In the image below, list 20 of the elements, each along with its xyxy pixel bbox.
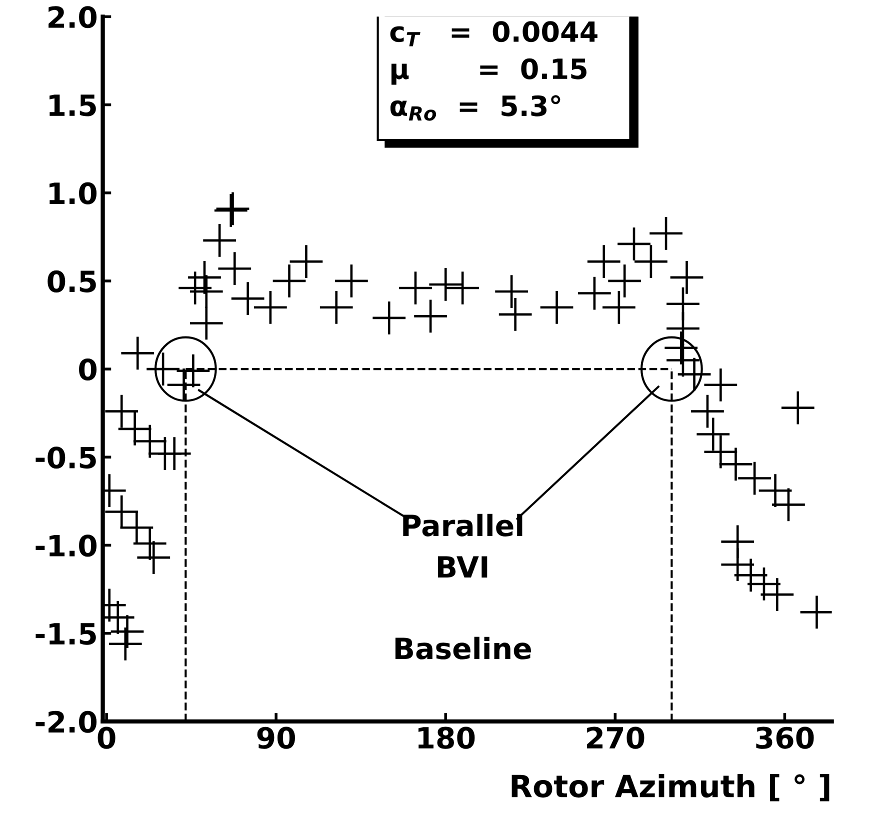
annotation: Baseline: [395, 636, 531, 660]
annotation: μ = 0.15: [391, 58, 586, 85]
y-tick-label: -1.5: [36, 623, 96, 645]
y-tick-label: -1.0: [36, 534, 97, 557]
x-tick-label: 90: [257, 726, 295, 749]
y-tick-label: 1.0: [50, 182, 97, 204]
y-tick-label: 1.5: [50, 94, 96, 116]
y-tick-label: 2.0: [48, 6, 97, 28]
x-axis-title: Rotor Azimuth [ ° ]: [512, 774, 830, 802]
annotation: Parallel BVI: [403, 514, 522, 578]
text: c$_{T}$ = 0.0044: [390, 21, 598, 46]
text: α$_{Ro}$ = 5.3°: [390, 95, 560, 121]
x-tick-label: 180: [418, 726, 475, 749]
x-tick-label: 360: [756, 726, 814, 749]
y-tick-label: 0: [79, 358, 97, 381]
x-tick-label: 0: [98, 726, 116, 749]
y-tick-label: 0.5: [48, 270, 96, 292]
x-tick-label: 270: [587, 726, 644, 749]
y-tick-label: -0.5: [36, 446, 96, 469]
y-tick-label: -2.0: [36, 710, 97, 733]
